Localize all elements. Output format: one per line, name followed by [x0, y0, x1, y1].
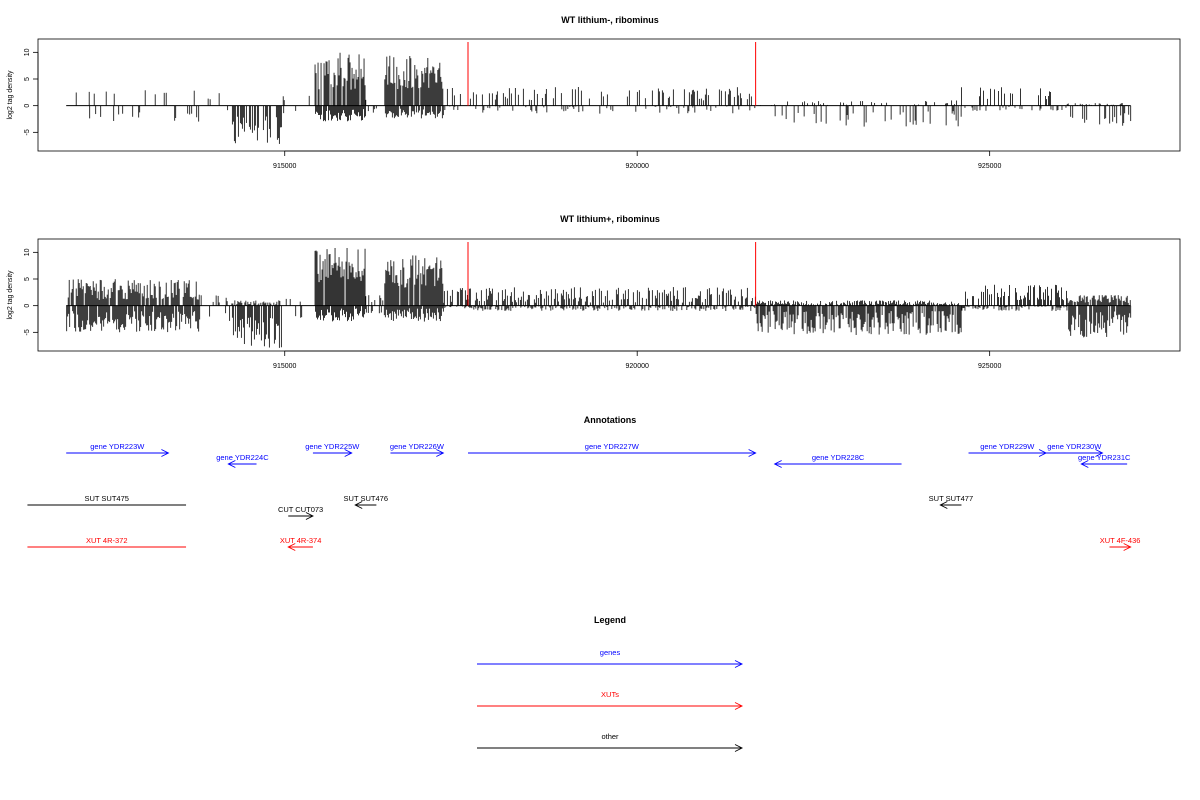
annotation-feature: gene YDR229W — [968, 442, 1048, 457]
panel-1-ylabel: log2 tag density — [7, 70, 14, 120]
annotation-feature: gene YDR223W — [66, 442, 170, 457]
annotation-label: gene YDR226W — [390, 442, 445, 451]
panel-1-frame — [37, 38, 1181, 152]
y-tick-label: 0 — [24, 104, 31, 108]
x-tick-label: 925000 — [978, 363, 1001, 370]
panel-2-y-axis: 10 5 0 -5 — [24, 248, 39, 335]
annotations-title: Annotations — [584, 415, 637, 425]
annotation-feature: gene YDR225W — [305, 442, 360, 457]
legend-section: Legend genes XUTs other — [477, 615, 744, 752]
annotation-feature: gene YDR231C — [1078, 453, 1131, 468]
y-tick-label: -5 — [24, 329, 31, 335]
arrow-left-icon — [939, 501, 948, 509]
annotation-label: gene YDR224C — [216, 453, 269, 462]
x-tick-label: 920000 — [626, 363, 649, 370]
annotation-feature: SUT SUT477 — [929, 494, 973, 509]
annotation-label: gene YDR225W — [305, 442, 360, 451]
annotation-label: SUT SUT477 — [929, 494, 973, 503]
arrow-right-icon — [305, 512, 314, 520]
annotation-feature: SUT SUT476 — [344, 494, 388, 509]
y-tick-label: 5 — [24, 277, 31, 281]
legend-entries: genes XUTs other — [477, 648, 744, 752]
arrow-left-icon — [1080, 460, 1089, 468]
x-tick-label: 915000 — [273, 163, 296, 170]
legend-entry: XUTs — [477, 690, 744, 710]
panel-1-marker-lines — [467, 42, 757, 106]
legend-label: genes — [600, 648, 621, 657]
annotation-feature: XUT 4F-436 — [1100, 536, 1141, 551]
legend-entry: other — [477, 732, 744, 752]
arrow-right-icon — [1123, 543, 1132, 551]
arrow-left-icon — [354, 501, 363, 509]
arrow-right-icon — [734, 744, 744, 752]
annotation-label: CUT CUT073 — [278, 505, 323, 514]
annotation-feature: gene YDR228C — [773, 453, 902, 468]
panel-2-bars — [66, 247, 1132, 348]
arrow-left-icon — [773, 460, 782, 468]
annotation-label: XUT 4R-374 — [280, 536, 322, 545]
panel-2-frame — [37, 238, 1181, 352]
x-tick-label: 920000 — [626, 163, 649, 170]
panel-lithium-plus: WT lithium+, ribominus log2 tag density … — [7, 214, 1181, 370]
arrow-left-icon — [227, 460, 236, 468]
panel-1-x-axis: 915000 920000 925000 — [273, 150, 1001, 170]
x-tick-label: 915000 — [273, 363, 296, 370]
panel-2-ylabel: log2 tag density — [7, 270, 14, 320]
annotation-label: SUT SUT475 — [84, 494, 128, 503]
annotation-feature: CUT CUT073 — [278, 505, 323, 520]
annotation-label: SUT SUT476 — [344, 494, 388, 503]
legend-title: Legend — [594, 615, 626, 625]
arrow-right-icon — [161, 449, 170, 457]
panel-1-title: WT lithium-, ribominus — [561, 15, 659, 25]
panel-1-bars — [75, 52, 1132, 144]
annotation-label: XUT 4F-436 — [1100, 536, 1141, 545]
annotation-label: XUT 4R-372 — [86, 536, 128, 545]
annotation-feature: SUT SUT475 — [27, 494, 187, 506]
annotation-feature: XUT 4R-372 — [27, 536, 187, 548]
arrow-right-icon — [1038, 449, 1048, 457]
annotation-feature: XUT 4R-374 — [280, 536, 322, 551]
annotation-label: gene YDR227W — [585, 442, 640, 451]
y-tick-label: 5 — [24, 77, 31, 81]
arrow-right-icon — [344, 449, 353, 457]
panel-2-title: WT lithium+, ribominus — [560, 214, 660, 224]
arrow-right-icon — [748, 449, 757, 457]
panel-2-x-axis: 915000 920000 925000 — [273, 350, 1001, 370]
annotation-label: gene YDR230W — [1047, 442, 1102, 451]
y-tick-label: -5 — [24, 129, 31, 135]
arrow-right-icon — [1095, 449, 1104, 457]
legend-entry: genes — [477, 648, 744, 668]
annotation-label: gene YDR231C — [1078, 453, 1131, 462]
arrow-right-icon — [436, 449, 445, 457]
annotation-label: gene YDR229W — [980, 442, 1035, 451]
y-tick-label: 10 — [24, 248, 31, 256]
annotation-feature: gene YDR226W — [390, 442, 445, 457]
legend-label: other — [601, 732, 619, 741]
panel-2-marker-lines — [467, 242, 757, 306]
arrow-right-icon — [734, 702, 744, 710]
legend-label: XUTs — [601, 690, 619, 699]
annotation-label: gene YDR228C — [812, 453, 865, 462]
y-tick-label: 10 — [24, 48, 31, 56]
annotation-label: gene YDR223W — [90, 442, 145, 451]
x-tick-label: 925000 — [978, 163, 1001, 170]
arrow-right-icon — [734, 660, 744, 668]
y-tick-label: 0 — [24, 304, 31, 308]
annotation-feature: gene YDR230W — [1046, 442, 1104, 457]
annotation-tracks: gene YDR223W gene YDR224C gene YDR225W gene… — [27, 442, 1140, 551]
arrow-left-icon — [287, 543, 296, 551]
panel-lithium-minus: WT lithium-, ribominus log2 tag density … — [7, 15, 1181, 170]
annotation-feature: gene YDR227W — [468, 442, 757, 457]
panel-1-y-axis: 10 5 0 -5 — [24, 48, 39, 135]
annotation-feature: gene YDR224C — [216, 453, 269, 468]
